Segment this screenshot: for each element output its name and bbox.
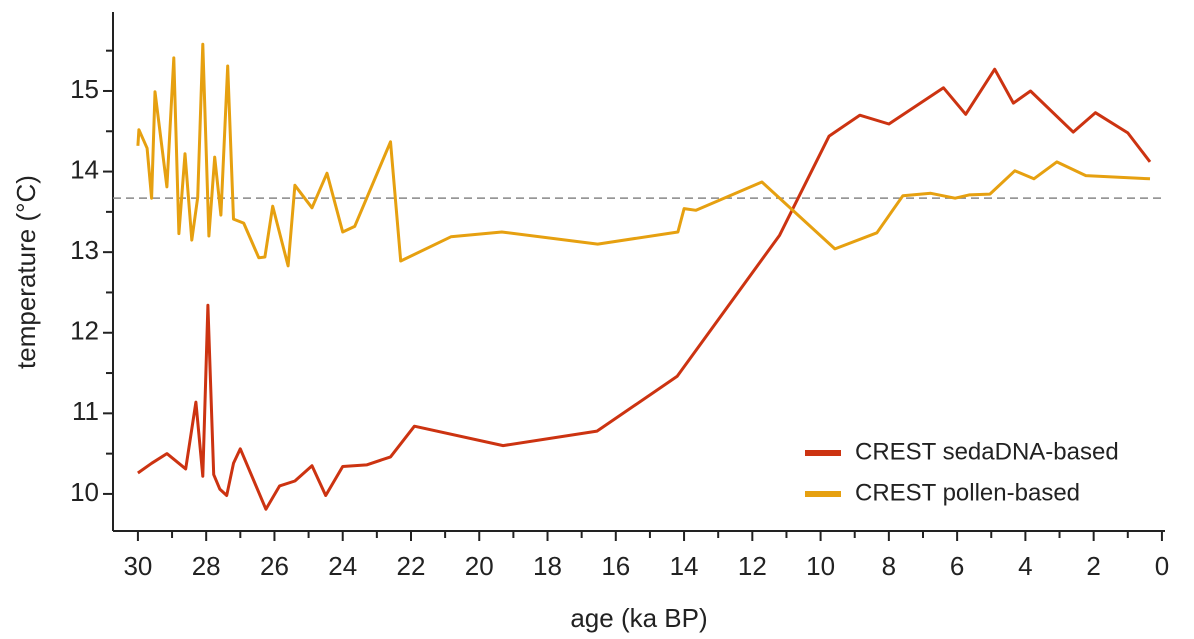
x-tick-label: 4 xyxy=(1018,551,1032,581)
x-tick-label: 18 xyxy=(533,551,562,581)
x-tick-label: 20 xyxy=(465,551,494,581)
y-tick-label: 12 xyxy=(70,316,99,346)
y-tick-label: 10 xyxy=(70,477,99,507)
x-tick-label: 10 xyxy=(806,551,835,581)
y-tick-label: 14 xyxy=(70,154,99,184)
legend-label: CREST pollen-based xyxy=(855,479,1080,506)
y-axis-label: temperature (°C) xyxy=(11,175,41,369)
x-tick-label: 26 xyxy=(260,551,289,581)
x-tick-label: 16 xyxy=(601,551,630,581)
y-tick-label: 11 xyxy=(72,396,99,426)
x-tick-label: 24 xyxy=(328,551,357,581)
x-tick-label: 8 xyxy=(882,551,896,581)
series-line xyxy=(137,67,1152,511)
x-tick-label: 0 xyxy=(1155,551,1169,581)
x-tick-label: 12 xyxy=(738,551,767,581)
x-tick-label: 6 xyxy=(950,551,964,581)
legend-label: CREST sedaDNA-based xyxy=(855,438,1119,465)
x-tick-label: 30 xyxy=(123,551,152,581)
x-axis-label: age (ka BP) xyxy=(570,603,707,633)
y-tick-label: 13 xyxy=(70,235,99,265)
series-line xyxy=(136,42,1151,268)
x-tick-label: 14 xyxy=(670,551,699,581)
x-tick-label: 22 xyxy=(397,551,426,581)
y-tick-label: 15 xyxy=(70,74,99,104)
x-tick-label: 28 xyxy=(192,551,221,581)
x-tick-label: 2 xyxy=(1086,551,1100,581)
